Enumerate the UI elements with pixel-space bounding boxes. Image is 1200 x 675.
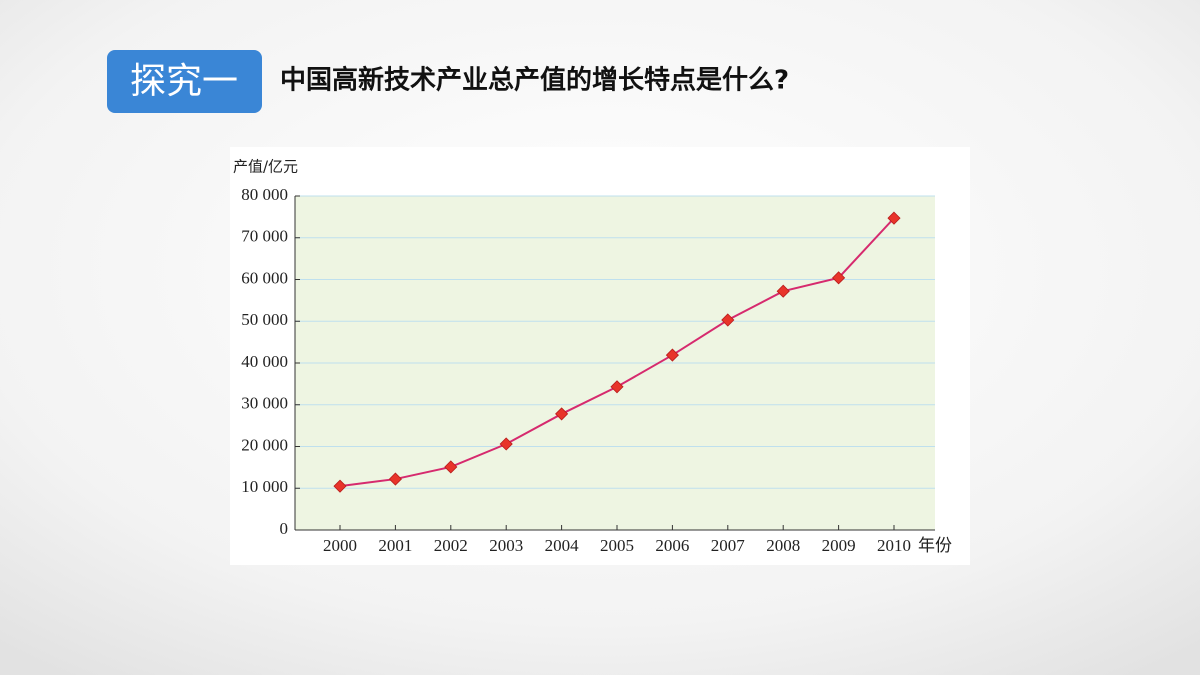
- y-tick-label: 40 000: [241, 352, 288, 371]
- y-tick-label: 80 000: [241, 185, 288, 204]
- badge: [107, 50, 262, 113]
- x-axis-label: 年份: [918, 536, 952, 555]
- x-tick-label: 2001: [378, 536, 412, 555]
- y-tick-label: 30 000: [241, 394, 288, 413]
- marker: [444, 460, 458, 474]
- y-tick-label: 10 000: [241, 477, 288, 496]
- marker: [832, 271, 846, 285]
- marker: [499, 437, 513, 451]
- y-axis-label: 产值/亿元: [233, 158, 298, 176]
- marker: [887, 211, 901, 225]
- x-tick-label: 2002: [434, 536, 468, 555]
- marker: [388, 472, 402, 486]
- badge-text: 探究一: [130, 61, 238, 102]
- marker: [776, 284, 790, 298]
- x-tick-label: 2007: [711, 536, 746, 555]
- y-tick-label: 70 000: [241, 227, 288, 246]
- marker: [610, 380, 624, 394]
- y-tick-label: 60 000: [241, 268, 288, 287]
- y-tick-label: 20 000: [241, 435, 288, 454]
- marker: [721, 313, 735, 327]
- y-tick-label: 0: [280, 519, 289, 538]
- question: 中国高新技术产业总产值的增长特点是什么?: [280, 65, 789, 96]
- x-tick-label: 2006: [655, 536, 689, 555]
- x-tick-label: 2005: [600, 536, 634, 555]
- marker: [665, 348, 679, 362]
- x-tick-label: 2008: [766, 536, 800, 555]
- x-tick-label: 2009: [822, 536, 856, 555]
- x-tick-label: 2010: [877, 536, 911, 555]
- marker: [333, 479, 347, 493]
- x-tick-label: 2000: [323, 536, 357, 555]
- y-tick-label: 50 000: [241, 310, 288, 329]
- x-tick-label: 2004: [545, 536, 580, 555]
- x-tick-label: 2003: [489, 536, 523, 555]
- marker: [555, 407, 569, 421]
